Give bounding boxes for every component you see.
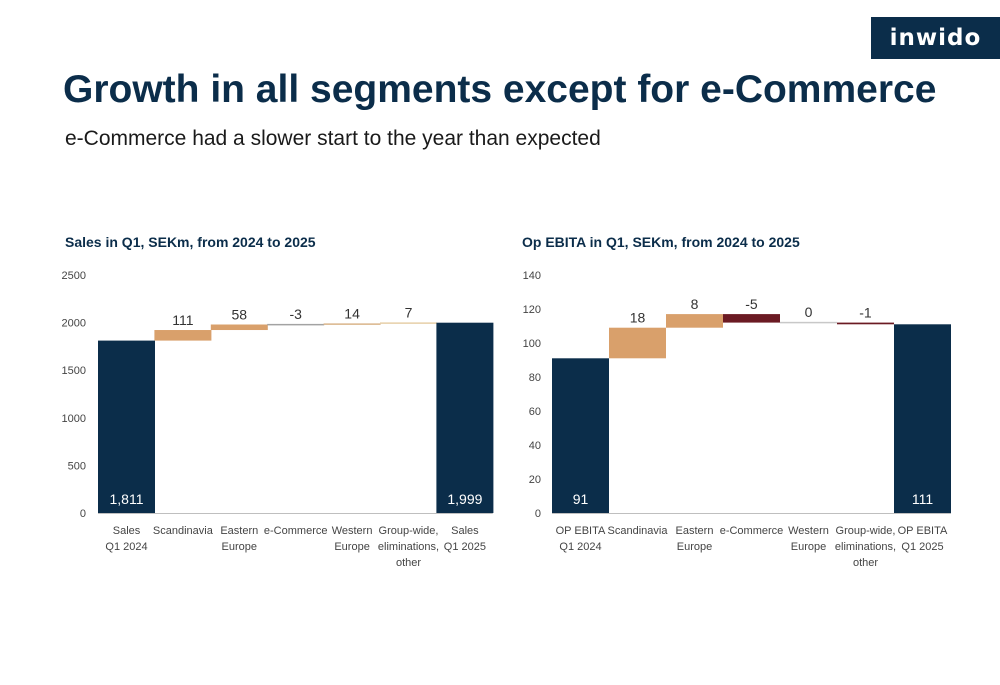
page-title: Growth in all segments except for e-Comm… [63, 68, 937, 111]
x-tick-label: Scandinavia [608, 525, 669, 537]
y-tick-label: 140 [523, 270, 541, 282]
y-tick-label: 1500 [62, 365, 86, 377]
y-tick-label: 2000 [62, 318, 86, 330]
data-label: 7 [405, 304, 413, 320]
y-tick-label: 2500 [62, 270, 86, 282]
x-tick-label: e-Commerce [720, 525, 784, 537]
x-tick-label: other [396, 557, 421, 569]
data-label: -1 [859, 305, 872, 321]
y-tick-label: 80 [529, 372, 541, 384]
data-label: -3 [289, 306, 302, 322]
y-tick-label: 0 [80, 508, 86, 520]
x-tick-label: Q1 2025 [901, 541, 943, 553]
x-tick-label: e-Commerce [264, 525, 328, 537]
data-label: 1,999 [447, 491, 482, 507]
x-tick-label: Q1 2024 [559, 541, 601, 553]
data-label: 111 [912, 491, 933, 507]
page-subtitle: e-Commerce had a slower start to the yea… [65, 127, 601, 150]
x-tick-label: Group-wide, [836, 525, 896, 537]
y-tick-label: 1000 [62, 413, 86, 425]
x-tick-label: Western [788, 525, 829, 537]
y-tick-label: 100 [523, 338, 541, 350]
bar-1 [154, 330, 212, 341]
bar-3 [723, 314, 780, 323]
data-label: 91 [573, 491, 589, 507]
x-tick-label: OP EBITA [898, 525, 948, 537]
chart-title: Sales in Q1, SEKm, from 2024 to 2025 [65, 234, 316, 250]
y-tick-label: 20 [529, 474, 541, 486]
x-tick-label: Europe [334, 541, 369, 553]
y-tick-label: 500 [68, 460, 86, 472]
x-tick-label: Group-wide, [379, 525, 439, 537]
y-tick-label: 40 [529, 440, 541, 452]
bar-4 [780, 321, 837, 324]
bar-5 [837, 322, 894, 325]
data-label: 8 [691, 296, 699, 312]
data-label: 1,811 [110, 491, 144, 507]
x-tick-label: eliminations, [378, 541, 439, 553]
x-tick-label: Europe [677, 541, 712, 553]
bar-0 [98, 340, 155, 513]
x-tick-label: Scandinavia [153, 525, 214, 537]
x-tick-label: Sales [451, 525, 479, 537]
x-tick-label: eliminations, [835, 541, 896, 553]
bar-4 [323, 323, 381, 325]
bar-5 [380, 322, 437, 324]
bar-0 [552, 358, 609, 513]
x-tick-label: Eastern [676, 525, 714, 537]
chart-title: Op EBITA in Q1, SEKm, from 2024 to 2025 [522, 234, 800, 250]
bar-2 [666, 314, 723, 328]
x-tick-label: Eastern [220, 525, 258, 537]
logo-text: inwido [889, 25, 982, 51]
data-label: 14 [344, 305, 360, 321]
x-tick-label: Sales [113, 525, 141, 537]
x-tick-label: Q1 2025 [444, 541, 486, 553]
data-label: 0 [805, 304, 813, 320]
x-tick-label: Europe [791, 541, 826, 553]
bar-1 [609, 327, 666, 359]
data-label: 18 [630, 310, 646, 326]
x-tick-label: other [853, 557, 878, 569]
data-label: -5 [745, 296, 758, 312]
x-tick-label: Europe [222, 541, 257, 553]
x-tick-label: Q1 2024 [105, 541, 147, 553]
bar-2 [210, 324, 268, 331]
x-tick-label: Western [332, 525, 373, 537]
logo-box: inwido [871, 17, 1000, 59]
bar-6 [436, 322, 494, 513]
data-label: 111 [172, 312, 193, 328]
data-label: 58 [232, 307, 248, 323]
y-tick-label: 120 [523, 304, 541, 316]
bar-6 [894, 324, 951, 513]
bar-3 [267, 323, 325, 326]
y-tick-label: 0 [535, 508, 541, 520]
y-tick-label: 60 [529, 406, 541, 418]
x-tick-label: OP EBITA [556, 525, 606, 537]
